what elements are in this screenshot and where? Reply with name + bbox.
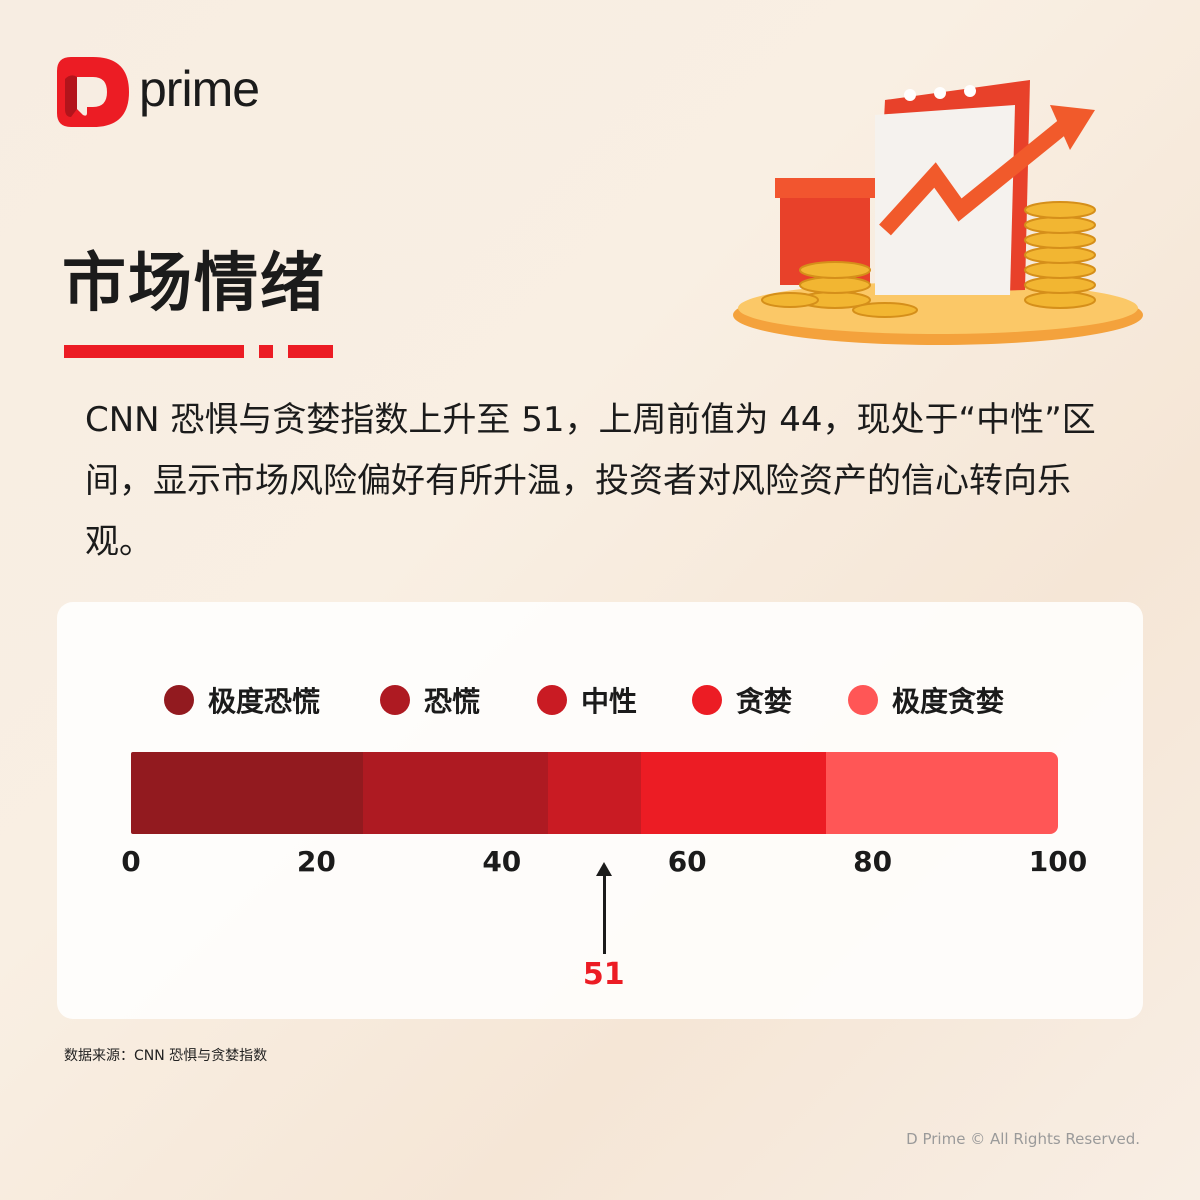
legend-item: 中性	[537, 680, 637, 720]
legend-dot-icon	[848, 685, 878, 715]
title-underline-dash	[288, 345, 333, 358]
legend-label: 极度恐慌	[208, 685, 321, 718]
legend-label: 中性	[581, 685, 638, 718]
x-tick-label: 60	[667, 845, 707, 878]
legend-dot-icon	[692, 685, 722, 715]
legend-dot-icon	[537, 685, 567, 715]
legend-dot-icon	[380, 685, 410, 715]
x-tick-label: 100	[1028, 845, 1088, 878]
legend-label: 极度贪婪	[892, 685, 1005, 718]
gauge-segment	[826, 752, 1058, 834]
brand-logo: prime	[57, 57, 260, 127]
gauge-segment	[131, 752, 363, 834]
legend-item: 贪婪	[692, 680, 792, 720]
gauge-segment	[548, 752, 641, 834]
gauge-segment	[362, 752, 549, 834]
title-underline-dot	[259, 345, 273, 358]
legend-dot-icon	[164, 685, 194, 715]
x-tick-label: 0	[121, 845, 141, 878]
legend-item: 极度恐慌	[164, 680, 320, 720]
page-title: 市场情绪	[62, 247, 326, 321]
legend-item: 恐慌	[380, 680, 480, 720]
d-logo-icon	[57, 57, 129, 127]
summary-text: CNN 恐惧与贪婪指数上升至 51，上周前值为 44，现处于“中性”区间，显示市…	[85, 400, 1096, 562]
indicator-arrow-head-icon	[595, 862, 612, 876]
copyright: D Prime © All Rights Reserved.	[906, 1130, 1140, 1148]
legend-item: 极度贪婪	[848, 680, 1004, 720]
growth-illustration	[733, 80, 1143, 345]
title-underline	[64, 345, 244, 358]
indicator-value: 51	[582, 957, 625, 992]
x-tick-label: 20	[296, 845, 336, 878]
x-tick-label: 40	[482, 845, 522, 878]
gauge-segment	[640, 752, 827, 834]
legend-label: 恐慌	[424, 685, 481, 718]
indicator-arrow	[602, 872, 606, 954]
legend-label: 贪婪	[736, 685, 793, 718]
data-source: 数据来源：CNN 恐惧与贪婪指数	[64, 1048, 268, 1064]
x-tick-label: 80	[853, 845, 893, 878]
brand-name: prime	[139, 61, 260, 117]
